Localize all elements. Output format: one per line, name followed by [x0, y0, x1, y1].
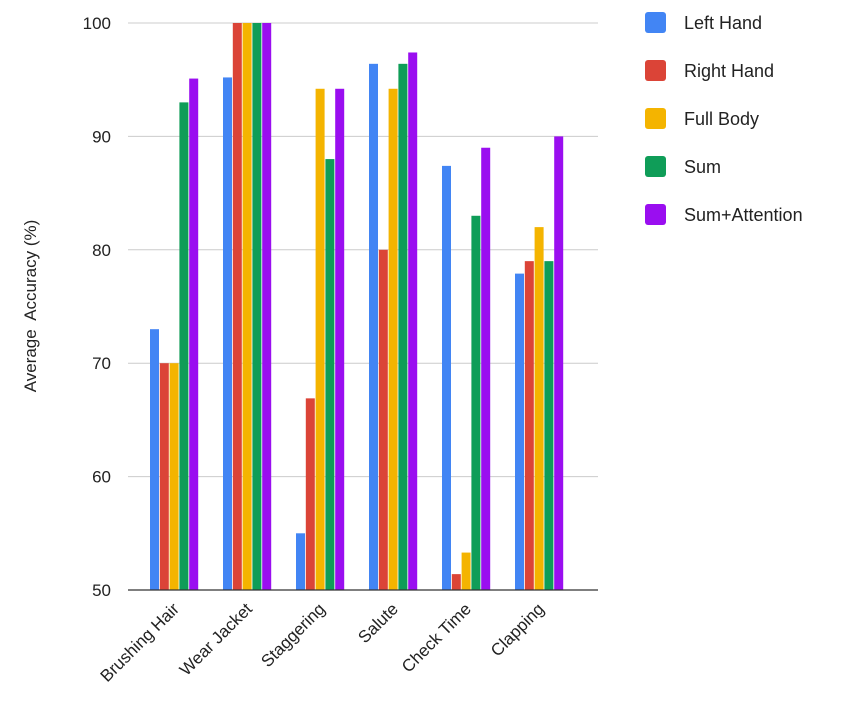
legend-swatch	[645, 108, 666, 129]
bar	[252, 23, 262, 590]
bar	[451, 574, 461, 590]
bar	[369, 63, 378, 591]
y-axis-title: Average Accuracy (%)	[21, 220, 40, 393]
bar	[315, 88, 325, 590]
bar	[388, 88, 398, 590]
legend-swatch	[645, 12, 666, 33]
y-tick-label: 80	[92, 241, 111, 260]
legend: Left Hand Right Hand Full Body Sum Sum+Atten…	[645, 12, 803, 225]
bar	[471, 215, 481, 590]
bar	[179, 102, 189, 590]
x-tick-label: Salute	[354, 599, 402, 647]
y-tick-label: 100	[83, 14, 111, 33]
bar	[335, 88, 345, 590]
bar	[442, 165, 451, 590]
bar	[524, 261, 534, 590]
bar	[232, 23, 242, 590]
y-tick-label: 60	[92, 468, 111, 487]
bar	[169, 363, 179, 590]
x-tick-label: Check Time	[398, 599, 475, 676]
bar	[262, 23, 272, 590]
bar	[325, 159, 335, 590]
y-tick-label: 90	[92, 127, 111, 146]
x-tick-label: Brushing Hair	[97, 599, 183, 685]
bar	[150, 329, 159, 590]
bars	[150, 23, 564, 591]
x-tick-label: Wear Jacket	[176, 599, 256, 679]
y-axis-ticks: 50 60 70 80 90 100	[83, 14, 111, 600]
bar	[515, 273, 524, 590]
bar	[223, 77, 232, 590]
bar	[461, 552, 471, 590]
bar	[189, 78, 199, 590]
bar	[242, 23, 252, 590]
legend-label: Sum+Attention	[684, 205, 803, 225]
bar	[534, 227, 544, 590]
y-tick-label: 50	[92, 581, 111, 600]
bar	[378, 249, 388, 591]
x-tick-label: Staggering	[257, 599, 329, 671]
bar	[398, 63, 408, 591]
legend-label: Sum	[684, 157, 721, 177]
legend-label: Full Body	[684, 109, 759, 129]
bar	[296, 533, 305, 590]
legend-label: Left Hand	[684, 13, 762, 33]
legend-swatch	[645, 204, 666, 225]
legend-swatch	[645, 60, 666, 81]
bar	[554, 136, 564, 590]
x-tick-label: Clapping	[487, 599, 548, 660]
bar	[305, 398, 315, 590]
bar	[481, 147, 491, 591]
legend-label: Right Hand	[684, 61, 774, 81]
legend-swatch	[645, 156, 666, 177]
bar	[408, 52, 418, 590]
bar	[159, 363, 169, 590]
y-tick-label: 70	[92, 354, 111, 373]
bar	[544, 261, 554, 590]
